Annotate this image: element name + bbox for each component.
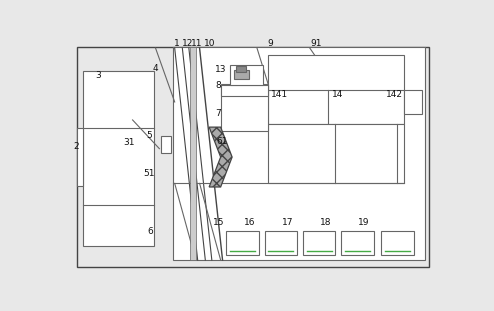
Bar — [303, 231, 335, 255]
Text: 9: 9 — [268, 39, 273, 48]
Text: 141: 141 — [271, 90, 288, 99]
Bar — [236, 66, 246, 72]
Text: 14: 14 — [331, 90, 343, 99]
Text: 10: 10 — [204, 39, 215, 48]
Bar — [341, 231, 374, 255]
Text: 4: 4 — [153, 64, 159, 73]
Bar — [405, 90, 421, 114]
Text: 19: 19 — [359, 218, 370, 227]
Text: 91: 91 — [311, 39, 322, 48]
Bar — [299, 59, 335, 72]
Text: 31: 31 — [123, 138, 134, 147]
Text: 142: 142 — [386, 90, 403, 99]
Bar — [221, 84, 269, 131]
Text: 12: 12 — [182, 39, 193, 48]
Bar — [269, 55, 405, 123]
Bar — [265, 231, 297, 255]
Polygon shape — [209, 127, 232, 187]
Text: 61: 61 — [217, 137, 228, 146]
Text: 1: 1 — [174, 39, 179, 48]
Text: 2: 2 — [74, 142, 79, 151]
Text: 6: 6 — [147, 227, 153, 236]
Text: 16: 16 — [244, 218, 255, 227]
Text: 15: 15 — [213, 218, 224, 227]
Text: 13: 13 — [215, 65, 226, 74]
Text: 5: 5 — [146, 131, 152, 140]
Text: 7: 7 — [215, 109, 221, 118]
Text: 8: 8 — [215, 81, 221, 90]
Bar — [226, 231, 259, 255]
Bar — [234, 70, 249, 79]
Bar — [161, 136, 171, 153]
Bar — [221, 85, 269, 96]
Text: 17: 17 — [282, 218, 293, 227]
Text: 18: 18 — [320, 218, 331, 227]
Text: 3: 3 — [95, 71, 101, 80]
Bar — [269, 123, 405, 183]
Bar — [230, 65, 263, 85]
Text: 51: 51 — [143, 169, 155, 178]
Bar — [173, 47, 425, 260]
Bar — [77, 128, 83, 186]
Bar — [381, 231, 414, 255]
Bar — [83, 71, 154, 246]
Text: 11: 11 — [191, 39, 202, 48]
Bar — [190, 47, 196, 260]
